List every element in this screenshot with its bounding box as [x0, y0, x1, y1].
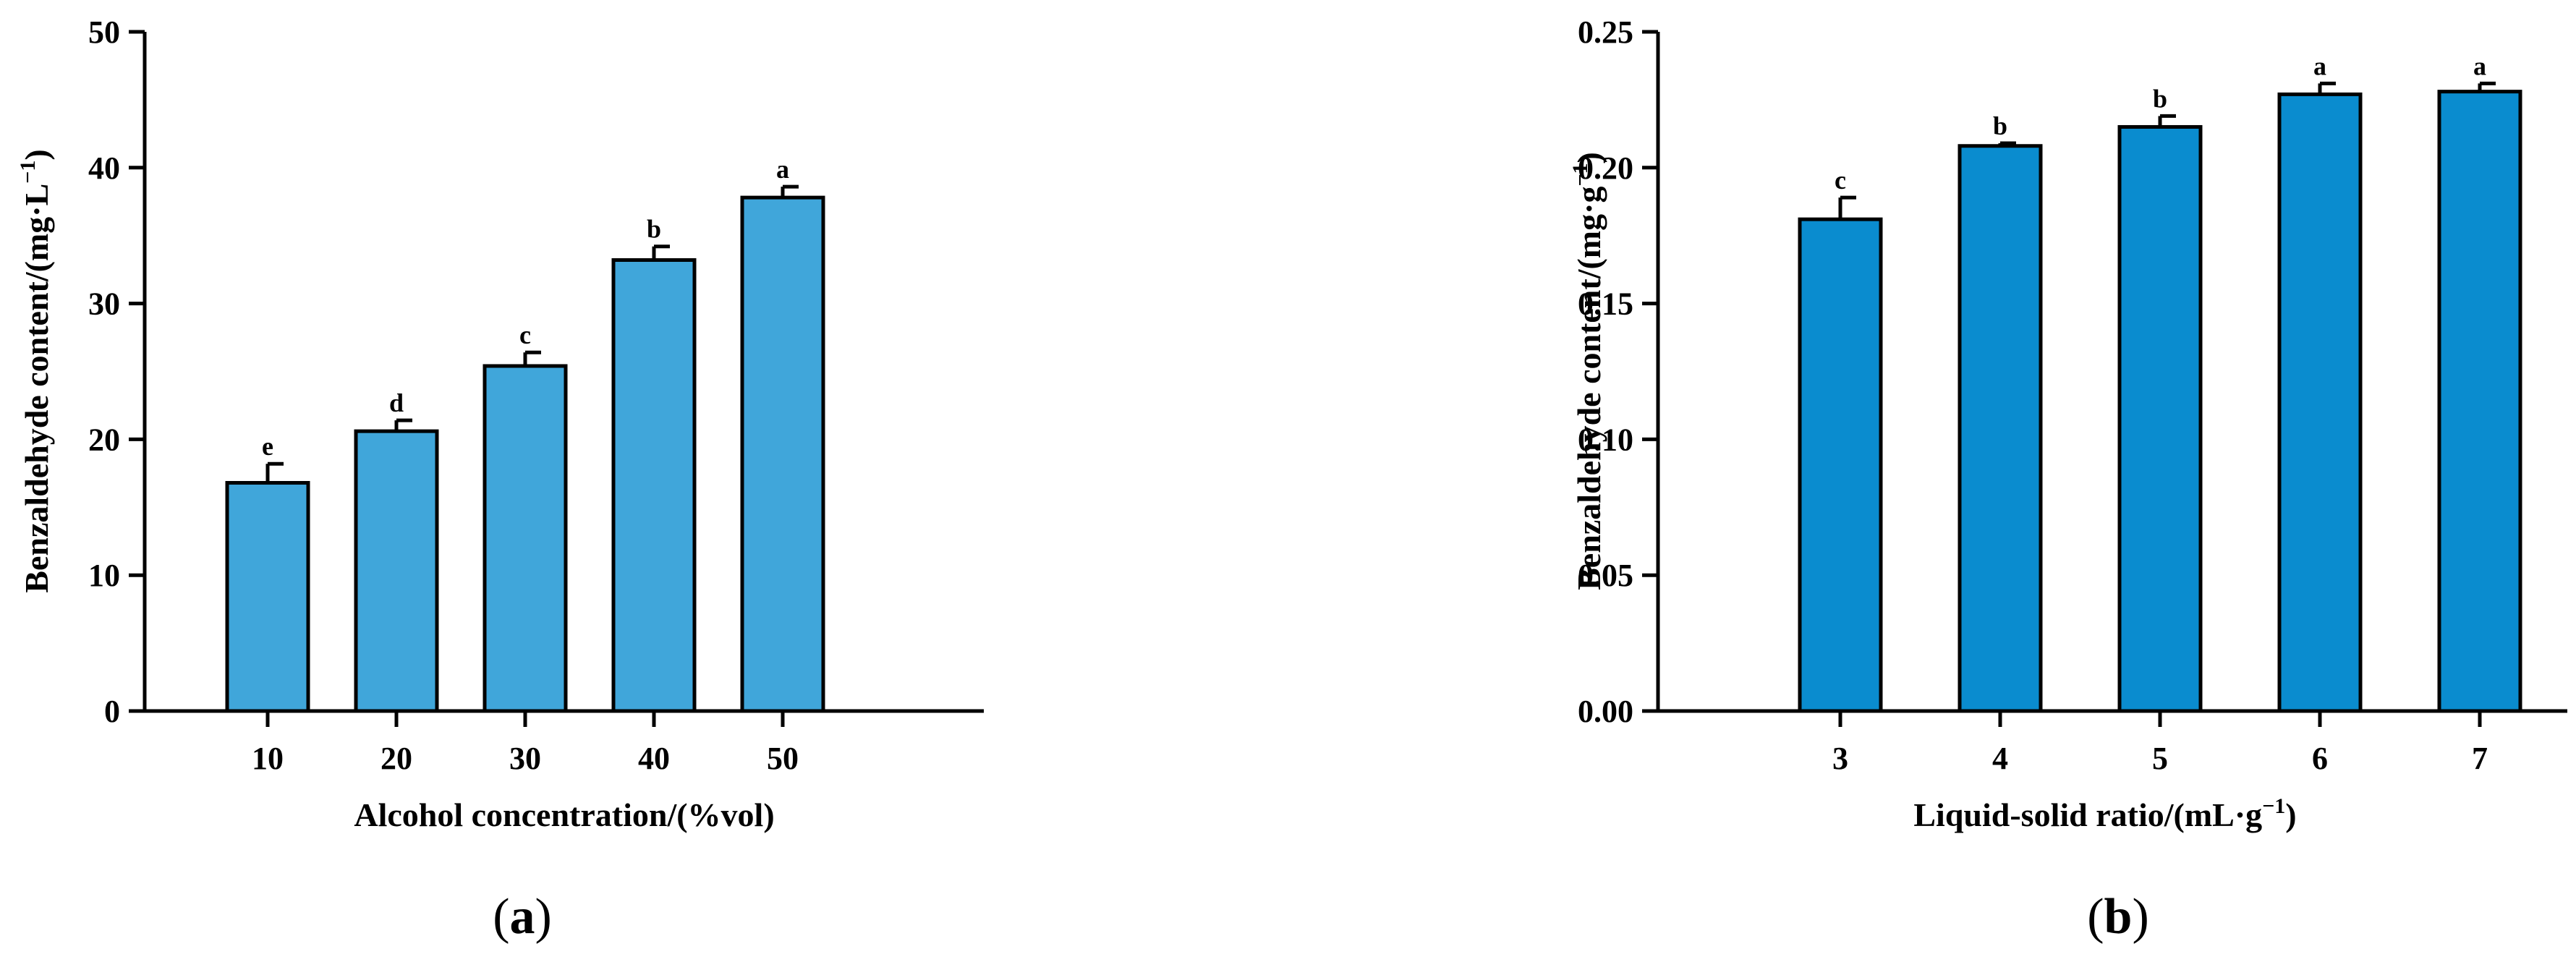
panel-b-bar: [1798, 217, 1883, 713]
panel-a-y-tick-label: 10: [88, 558, 120, 593]
panel-a-bar: [225, 480, 310, 713]
panel-a-y-tick-label: 0: [104, 694, 120, 729]
panel-a-bar: [354, 429, 439, 713]
panel-a-label: (a): [493, 889, 552, 945]
panel-a-x-axis-label: Alcohol concentration/(%vol): [354, 796, 774, 833]
panel-b-x-tick-label: 4: [1992, 741, 2008, 776]
panel-b-label: (b): [2087, 889, 2149, 945]
panel-b-y-tick-label: 0.20: [1578, 150, 1633, 186]
panel-b-x-tick-label: 5: [2152, 741, 2168, 776]
panel-b-bar: [1957, 144, 2043, 713]
panel-b-bar: [2117, 124, 2203, 713]
panel-a-y-tick-label: 40: [88, 150, 120, 186]
panel-b-x-axis-label: Liquid-solid ratio/(mL·g−1): [1913, 794, 2296, 833]
panel-b-y-axis-label: Benzaldehyde content/(mg·g−1): [1568, 152, 1607, 590]
panel-a-x-tick-label: 30: [509, 741, 541, 776]
panel-b-significance-label: c: [1835, 166, 1846, 195]
panel-a-bar: [611, 258, 697, 713]
panel-a-significance-label: a: [776, 155, 789, 184]
panel-b-x-tick-label: 7: [2472, 741, 2488, 776]
panel-a-y-tick-label: 20: [88, 422, 120, 457]
panel-b-bar: [2437, 90, 2522, 713]
panel-a-bar: [483, 364, 568, 713]
panel-a-significance-label: c: [519, 320, 531, 349]
panel-b-y-tick-label: 0.25: [1578, 14, 1633, 50]
panel-b-y-tick-label: 0.15: [1578, 286, 1633, 322]
panel-a-x-tick-label: 20: [381, 741, 412, 776]
panel-a-y-tick-label: 30: [88, 286, 120, 322]
panel-a-x-tick-label: 10: [252, 741, 284, 776]
panel-a-significance-label: d: [389, 388, 404, 417]
panel-b-x-tick-label: 3: [1832, 741, 1848, 776]
panel-a-bar: [740, 195, 825, 713]
panel-a-significance-label: e: [262, 432, 273, 461]
panel-b-significance-label: a: [2473, 51, 2486, 80]
panel-b-significance-label: a: [2313, 51, 2326, 80]
panel-a-x-tick-label: 40: [638, 741, 670, 776]
panel-a-chart: 0 10 20 30 40 50 e 10 d 20 c 30 b 40 a 50 Benzaldehyde …: [16, 14, 984, 945]
panel-a-y-axis-label: Benzaldehyde content/(mg·L−1): [16, 149, 55, 592]
panel-a-y-tick-label: 50: [88, 14, 120, 50]
panel-b-significance-label: b: [1993, 111, 2007, 140]
panel-b-bar: [2277, 92, 2363, 713]
panel-a-x-tick-label: 50: [767, 741, 799, 776]
panel-a-significance-label: b: [647, 215, 661, 244]
panel-b-y-tick-label: 0.00: [1578, 694, 1633, 729]
panel-b-significance-label: b: [2153, 84, 2167, 113]
panel-b-y-tick-label: 0.05: [1578, 558, 1633, 593]
panel-b-y-tick-label: 0.10: [1578, 422, 1633, 457]
panel-b-chart: 0.00 0.05 0.10 0.15 0.20 0.25 c 3 b 4 b 5 a 6 a 7 Benza…: [1568, 14, 2567, 945]
panel-b-x-tick-label: 6: [2312, 741, 2328, 776]
